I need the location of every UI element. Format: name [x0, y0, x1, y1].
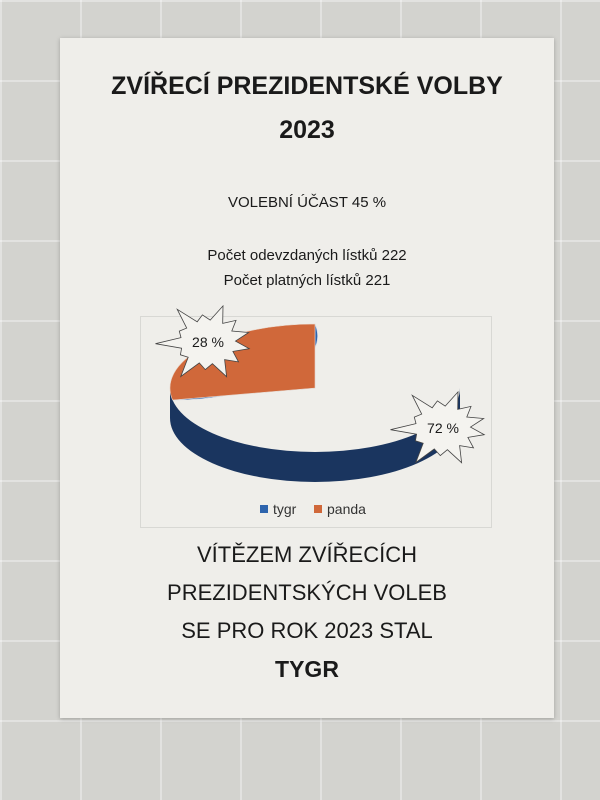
data-label-tygr: 72 %	[427, 420, 459, 436]
turnout-text: VOLEBNÍ ÚČAST 45 %	[227, 194, 387, 211]
pie-chart	[140, 316, 492, 528]
winner-line-1: VÍTĚZEM ZVÍŘECÍCH	[196, 542, 417, 567]
data-label-starburst-panda	[155, 304, 251, 378]
legend-swatch-panda	[314, 505, 322, 513]
legend-label-tygr: tygr	[273, 501, 297, 517]
title-line-2: 2023	[279, 116, 335, 144]
poster: ZVÍŘECÍ PREZIDENTSKÉ VOLBY 2023 VOLEBNÍ …	[60, 38, 554, 718]
ballots-valid-text: Počet platných lístků 221	[223, 272, 391, 289]
pie-chart-svg: 72 % 28 % tygr panda	[155, 304, 486, 517]
poster-title: ZVÍŘECÍ PREZIDENTSKÉ VOLBY 2023	[60, 64, 554, 152]
winner-name: TYGR	[275, 656, 339, 682]
legend-swatch-tygr	[260, 505, 268, 513]
winner-line-2: PREZIDENTSKÝCH VOLEB	[167, 580, 447, 605]
pie-side-tygr	[170, 388, 460, 482]
winner-line-3: SE PRO ROK 2023 STAL	[181, 618, 433, 643]
winner-statement: VÍTĚZEM ZVÍŘECÍCH PREZIDENTSKÝCH VOLEB S…	[60, 536, 554, 689]
ballots-cast-text: Počet odevzdaných lístků 222	[207, 247, 407, 264]
legend-label-panda: panda	[327, 501, 366, 517]
data-label-starburst-tygr	[390, 390, 486, 464]
data-label-panda: 28 %	[192, 334, 224, 350]
title-line-1: ZVÍŘECÍ PREZIDENTSKÉ VOLBY	[111, 72, 503, 100]
